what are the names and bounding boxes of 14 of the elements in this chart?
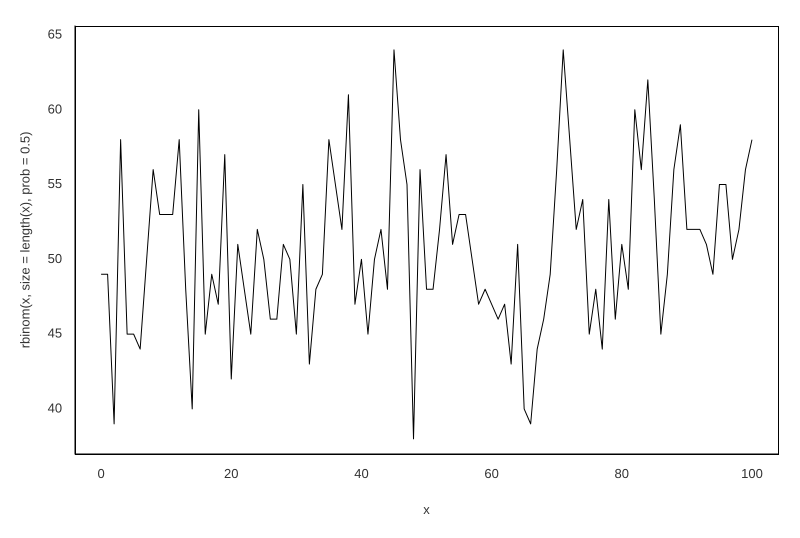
x-tick-label: 60 bbox=[484, 466, 499, 482]
x-tick-label: 80 bbox=[614, 466, 630, 482]
x-tick-label: 40 bbox=[354, 466, 369, 482]
x-tick-label: 100 bbox=[741, 466, 763, 482]
x-axis-title: x bbox=[423, 502, 430, 517]
y-tick-label: 65 bbox=[48, 26, 62, 42]
y-tick-label: 40 bbox=[48, 400, 62, 416]
y-tick-label: 60 bbox=[48, 101, 62, 116]
y-tick-label: 55 bbox=[48, 176, 62, 192]
x-tick-label: 20 bbox=[224, 466, 239, 482]
y-axis-title: rbinom(x, size = length(x), prob = 0.5) bbox=[17, 132, 32, 348]
y-tick-label: 50 bbox=[48, 250, 62, 266]
y-tick-label: 45 bbox=[48, 326, 62, 341]
x-tick-label: 0 bbox=[97, 466, 105, 482]
